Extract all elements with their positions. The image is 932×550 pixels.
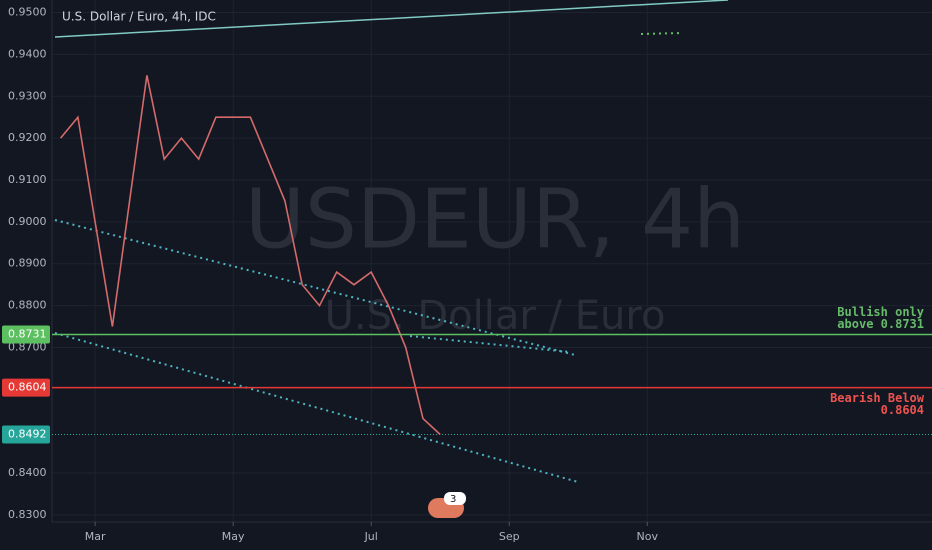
y-tick-label: 0.8900 bbox=[8, 257, 47, 270]
x-tick-label: Jul bbox=[364, 530, 378, 543]
trend-line bbox=[640, 32, 683, 35]
annotation: Bearish Below bbox=[830, 391, 925, 405]
price-badge-label: 0.8492 bbox=[8, 428, 47, 441]
y-tick-label: 0.8400 bbox=[8, 466, 47, 479]
x-tick-label: May bbox=[222, 530, 245, 543]
y-tick-label: 0.9400 bbox=[8, 47, 47, 60]
price-badge-label: 0.8731 bbox=[8, 327, 47, 340]
price-line bbox=[59, 75, 441, 436]
y-tick-label: 0.9300 bbox=[8, 89, 47, 102]
trend-line bbox=[54, 332, 579, 483]
trend-line bbox=[409, 335, 571, 353]
watermark-subtitle: U.S. Dollar / Euro bbox=[325, 293, 666, 339]
y-tick-label: 0.9000 bbox=[8, 215, 47, 228]
badge-count-bg bbox=[444, 492, 466, 505]
event-badge[interactable]: 3 bbox=[428, 492, 466, 518]
y-tick-label: 0.8700 bbox=[8, 340, 47, 353]
price-badge bbox=[2, 378, 50, 397]
y-tick-label: 0.9500 bbox=[8, 6, 47, 19]
price-badge-label: 0.8604 bbox=[8, 381, 47, 394]
y-tick-label: 0.8800 bbox=[8, 299, 47, 312]
price-badge bbox=[2, 325, 50, 344]
y-tick-label: 0.9200 bbox=[8, 131, 47, 144]
chart-title: U.S. Dollar / Euro, 4h, IDC bbox=[62, 10, 216, 24]
annotation: Bullish only bbox=[837, 305, 924, 319]
y-tick-label: 0.9100 bbox=[8, 173, 47, 186]
x-tick-label: Nov bbox=[637, 530, 659, 543]
x-tick-label: Mar bbox=[85, 530, 106, 543]
annotation: 0.8604 bbox=[881, 403, 924, 417]
annotation: above 0.8731 bbox=[837, 317, 924, 331]
price-badge bbox=[2, 425, 50, 444]
badge-count: 3 bbox=[450, 494, 456, 505]
trend-line bbox=[54, 0, 729, 38]
x-tick-label: Sep bbox=[499, 530, 520, 543]
watermark: USDEUR, 4h bbox=[245, 172, 745, 267]
y-tick-label: 0.8300 bbox=[8, 508, 47, 521]
